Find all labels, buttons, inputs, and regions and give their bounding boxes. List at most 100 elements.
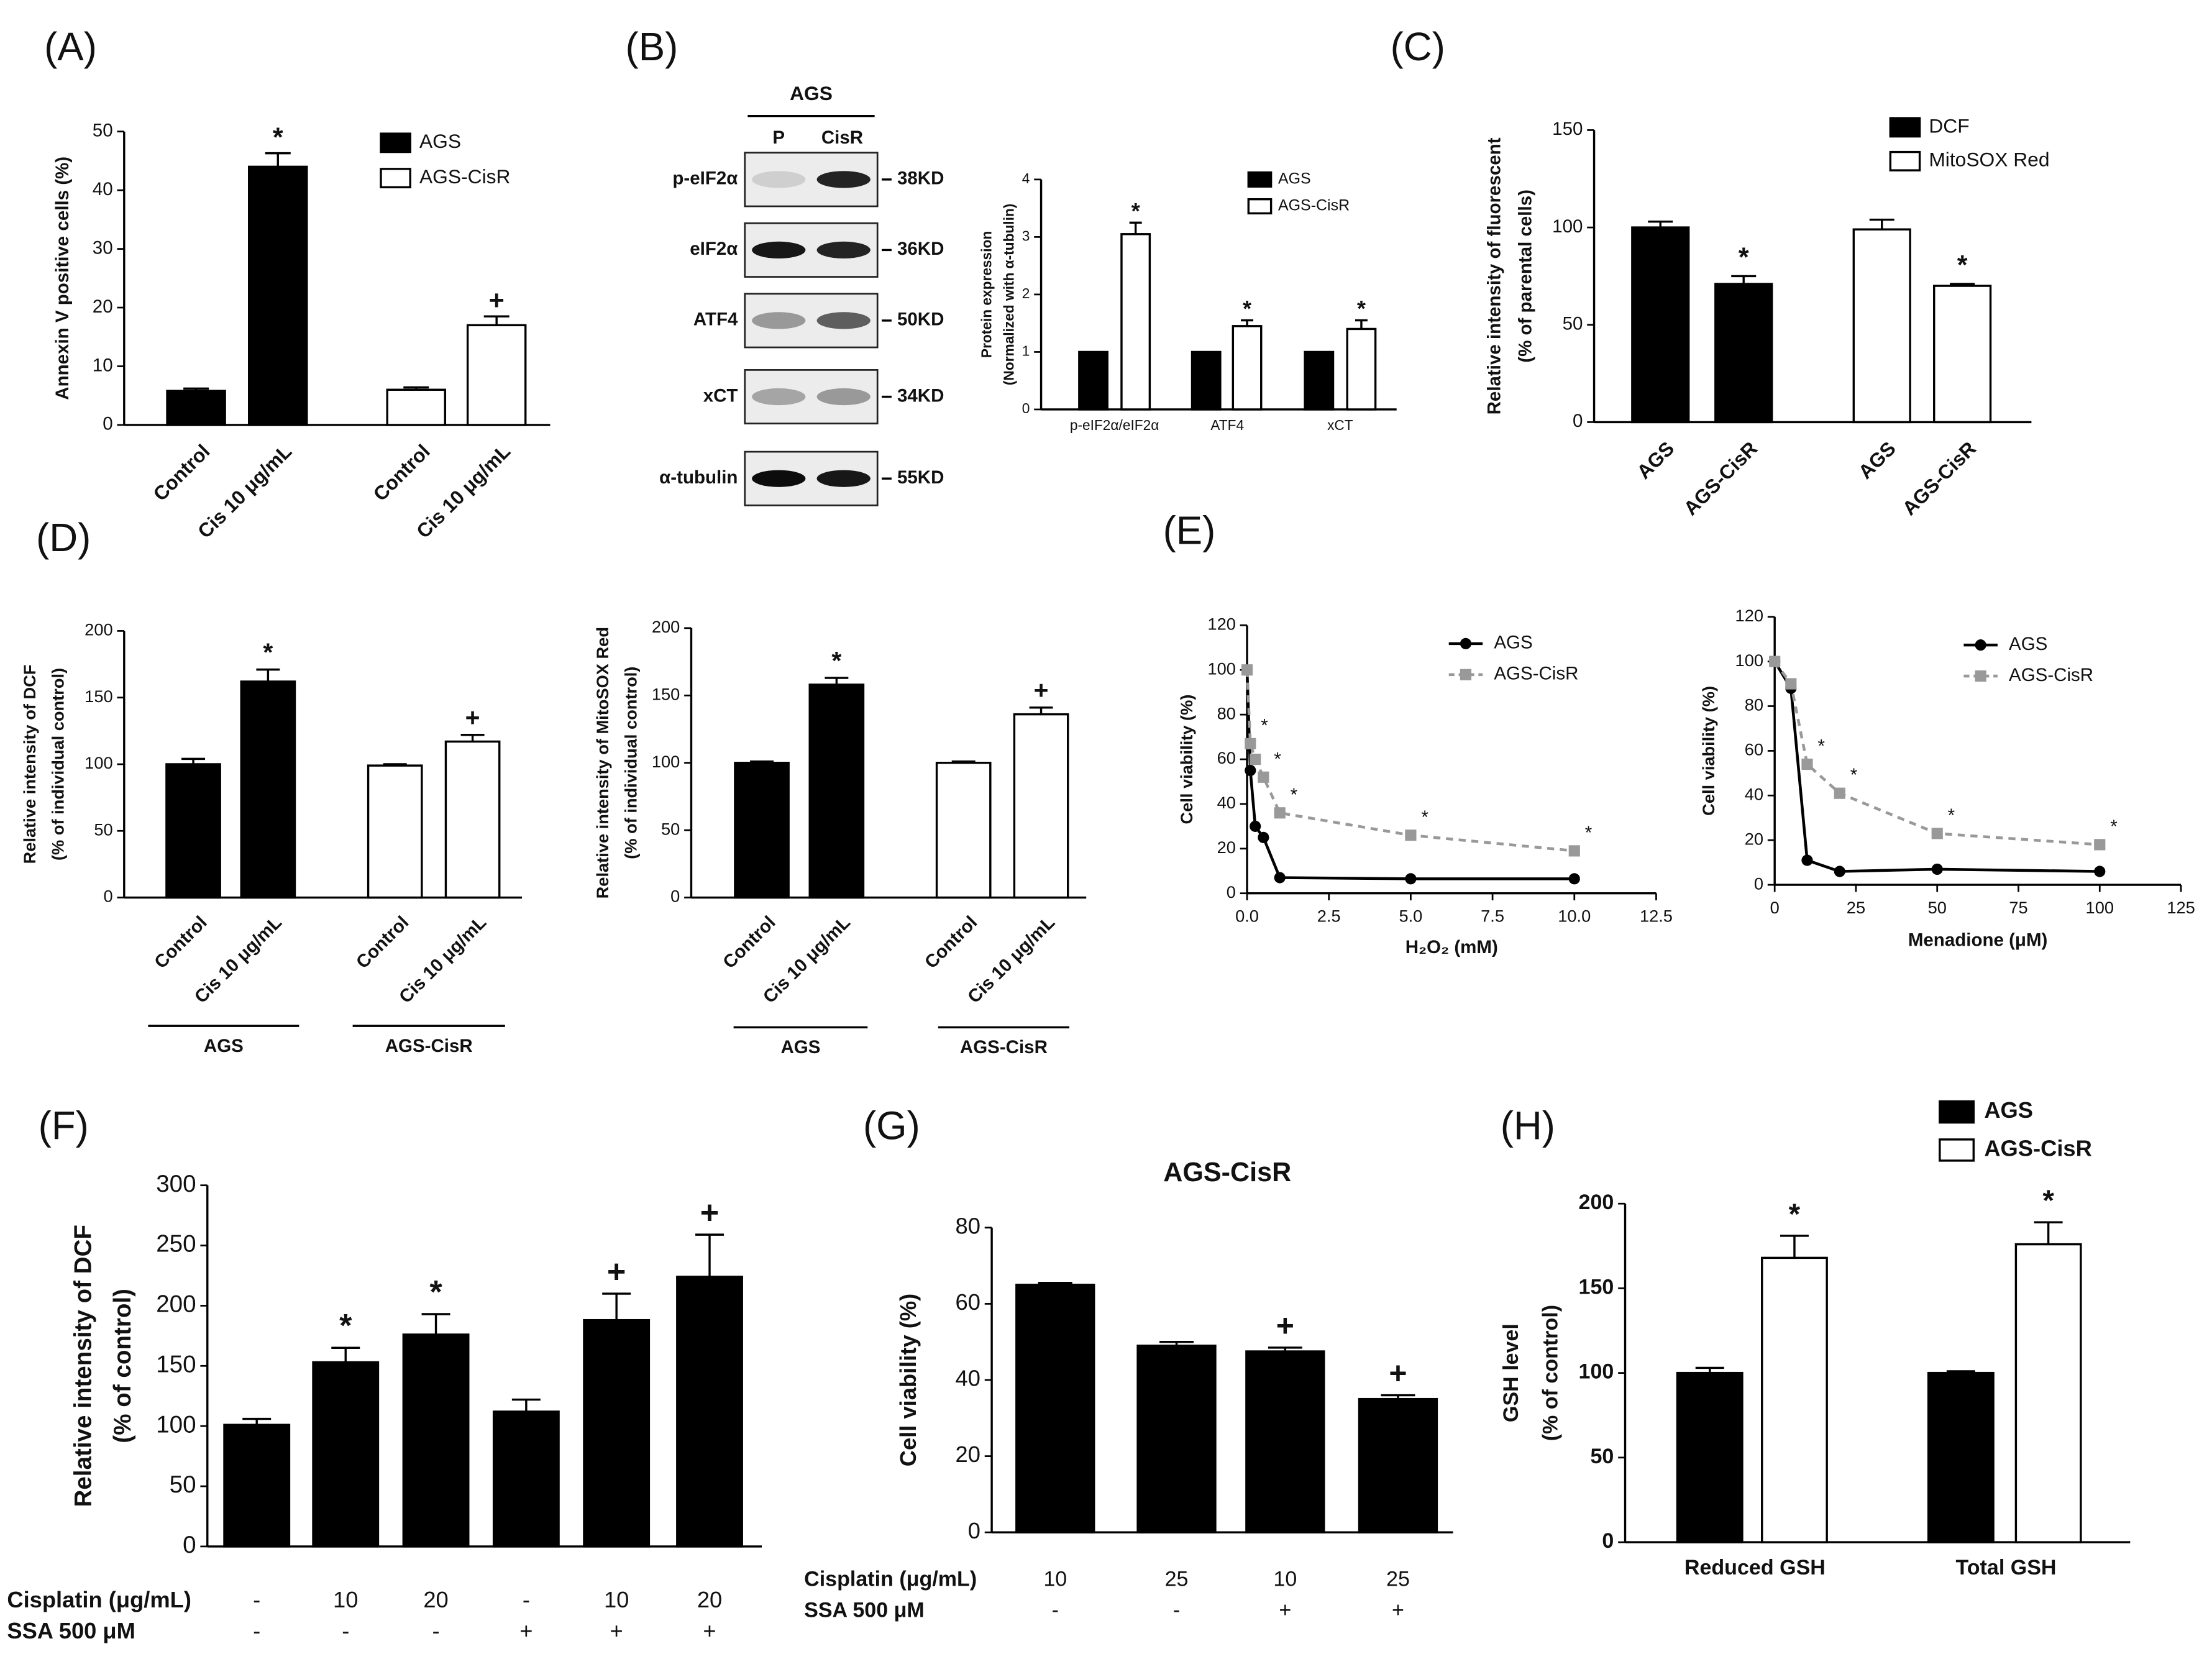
condition-value: + — [610, 1618, 623, 1643]
bar — [1232, 325, 1263, 411]
data-point — [1274, 807, 1286, 819]
significance-marker: * — [1131, 198, 1141, 224]
x-tick-label: 12.5 — [1640, 907, 1673, 926]
protein-label: eIF2α — [690, 239, 738, 259]
legend-swatch — [1247, 198, 1273, 215]
bar — [808, 683, 865, 899]
legend-swatch — [380, 132, 411, 153]
legend-swatch — [380, 168, 411, 189]
data-point — [1931, 863, 1943, 875]
protein-label: xCT — [703, 385, 738, 406]
legend-label: AGS-CisR — [2009, 665, 2093, 685]
data-point — [2094, 839, 2106, 851]
significance-marker: * — [1585, 823, 1593, 843]
y-tick-label: 4 — [1022, 170, 1030, 186]
y-tick-label: 40 — [1217, 793, 1236, 812]
significance-marker: * — [1421, 807, 1428, 828]
significance-marker: + — [1389, 1356, 1407, 1391]
significance-marker: * — [1850, 765, 1858, 785]
y-tick-label: 0 — [1227, 882, 1236, 902]
y-axis-label: (% of parental cells) — [1515, 190, 1535, 363]
data-point — [1405, 873, 1417, 885]
chart-title: AGS-CisR — [1163, 1158, 1291, 1187]
bar — [312, 1361, 380, 1548]
legend-label: MitoSOX Red — [1929, 148, 2049, 171]
x-tick-label: AGS-CisR — [1679, 437, 1762, 519]
condition-value: 25 — [1165, 1567, 1189, 1591]
x-axis-label: H₂O₂ (mM) — [1405, 937, 1498, 957]
data-point — [1241, 664, 1253, 676]
series-line — [1245, 670, 1574, 852]
significance-marker: + — [465, 703, 480, 732]
y-tick-label: 50 — [1563, 314, 1583, 334]
x-tick-label: Control — [150, 912, 211, 972]
bar — [1304, 350, 1335, 411]
bar — [1136, 1345, 1217, 1533]
legend-label: DCF — [1929, 114, 1969, 137]
data-point — [1250, 753, 1261, 765]
condition-value: - — [1052, 1598, 1059, 1622]
y-tick-label: 150 — [156, 1351, 196, 1378]
panel-label: (C) — [1391, 25, 1445, 69]
y-tick-label: 150 — [1579, 1275, 1614, 1299]
y-tick-label: 20 — [1217, 838, 1236, 857]
x-tick-label: AGS — [1854, 437, 1900, 483]
y-axis-label: Relative intensity of MitoSOX Red — [593, 627, 612, 898]
blot-band — [816, 470, 871, 487]
significance-marker: * — [2042, 1184, 2054, 1217]
legend-label: AGS — [419, 130, 461, 152]
bar — [1933, 285, 1992, 424]
condition-value: - — [1173, 1598, 1180, 1622]
y-tick-label: 1 — [1022, 342, 1030, 359]
bar — [935, 761, 992, 899]
y-tick-label: 80 — [956, 1213, 980, 1238]
bar — [676, 1276, 743, 1548]
y-tick-label: 3 — [1022, 227, 1030, 244]
legend-label: AGS — [1494, 633, 1532, 653]
panel-label: (G) — [863, 1104, 920, 1148]
significance-marker: + — [700, 1195, 720, 1231]
condition-label: Cisplatin (μg/mL) — [804, 1567, 977, 1591]
significance-marker: * — [1357, 296, 1366, 321]
significance-marker: + — [489, 286, 505, 316]
data-point — [1568, 845, 1580, 857]
y-tick-label: 100 — [1579, 1360, 1614, 1384]
y-tick-label: 60 — [956, 1289, 980, 1315]
condition-value: - — [523, 1587, 530, 1612]
group-label: AGS — [780, 1037, 820, 1058]
data-point — [1245, 764, 1256, 777]
blot-band — [816, 171, 871, 188]
y-tick-label: 80 — [1745, 695, 1763, 715]
size-label: 55KD — [897, 467, 944, 488]
legend-label: AGS-CisR — [1984, 1136, 2092, 1161]
panel-label: (A) — [44, 25, 97, 69]
x-tick-label: 125 — [2167, 898, 2195, 917]
bar — [240, 680, 296, 899]
data-point — [1250, 820, 1261, 832]
y-tick-label: 100 — [1552, 216, 1583, 237]
significance-marker: * — [1243, 296, 1252, 321]
condition-value: 20 — [697, 1587, 722, 1612]
significance-marker: * — [2110, 816, 2118, 837]
y-tick-label: 100 — [1735, 651, 1763, 670]
bar — [1676, 1371, 1744, 1543]
x-tick-label: 7.5 — [1481, 907, 1504, 926]
legend-swatch — [1939, 1138, 1975, 1162]
y-tick-label: 50 — [661, 819, 680, 838]
y-tick-label: 20 — [93, 296, 113, 317]
data-point — [1258, 771, 1269, 783]
y-tick-label: 50 — [93, 120, 113, 140]
significance-marker: * — [1789, 1198, 1801, 1231]
group-label: AGS-CisR — [385, 1036, 473, 1056]
condition-value: 25 — [1386, 1567, 1410, 1591]
size-label: 34KD — [897, 385, 944, 406]
x-tick-label: Reduced GSH — [1684, 1556, 1826, 1579]
bar — [386, 388, 447, 426]
y-tick-label: 100 — [156, 1411, 196, 1438]
blot-band — [752, 470, 806, 487]
bar — [1013, 713, 1069, 899]
legend-swatch — [1247, 171, 1273, 188]
y-tick-label: 100 — [1207, 659, 1235, 678]
data-point — [1258, 831, 1269, 843]
